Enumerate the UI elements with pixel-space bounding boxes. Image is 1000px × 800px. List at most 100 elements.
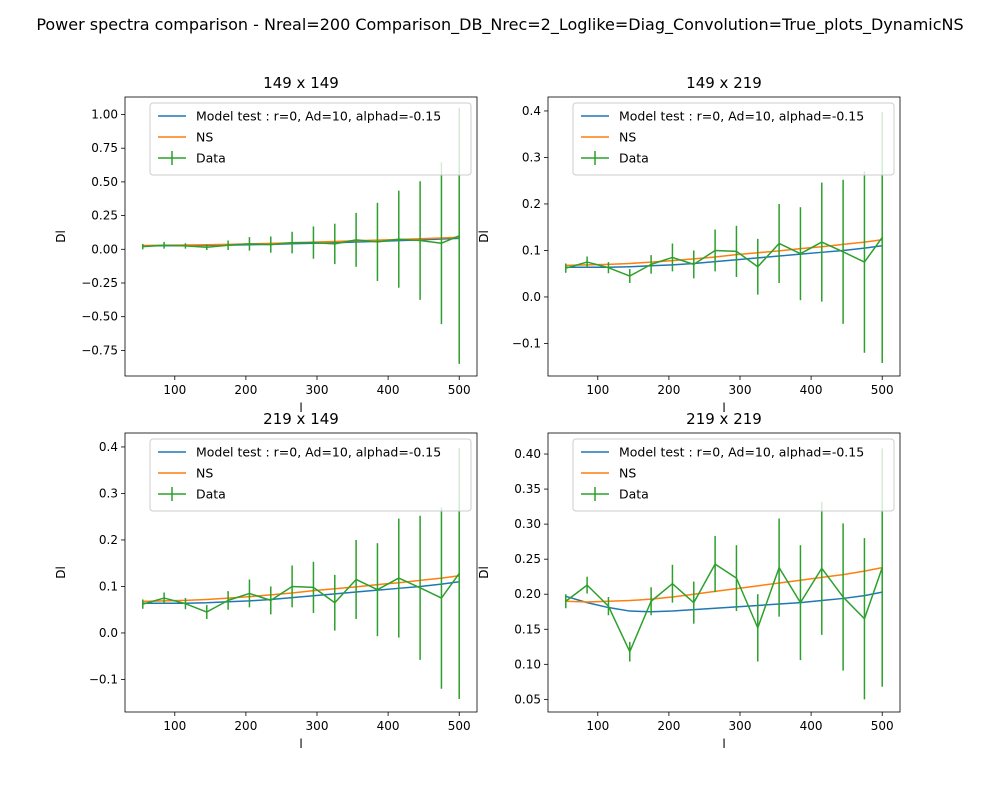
y-tick-label: −0.50 — [81, 310, 118, 324]
x-tick-label: 200 — [234, 719, 257, 733]
y-tick-label: 0.30 — [514, 517, 541, 531]
legend: Model test : r=0, Ad=10, alphad=-0.15 NS D… — [572, 102, 895, 176]
panel-title: 219 x 149 — [263, 410, 339, 428]
panel-title: 219 x 219 — [686, 410, 762, 428]
x-axis-label: l — [722, 737, 725, 751]
legend: Model test : r=0, Ad=10, alphad=-0.15 NS D… — [572, 438, 895, 512]
y-tick-label: 0.2 — [99, 533, 118, 547]
y-tick-label: 0.10 — [514, 657, 541, 671]
y-tick-label: 0.4 — [99, 440, 118, 454]
y-axis-label: Dl — [477, 566, 491, 579]
legend-label: Data — [619, 487, 649, 502]
legend-label: NS — [196, 466, 213, 481]
axes-frame — [547, 432, 901, 713]
x-tick-label: 100 — [586, 719, 609, 733]
legend-box — [149, 102, 472, 176]
axes-frame — [547, 96, 901, 377]
y-tick-label: 0.1 — [522, 243, 541, 257]
y-tick-label: 0.4 — [522, 104, 541, 118]
y-tick-label: 0.35 — [514, 482, 541, 496]
y-tick-label: 0.25 — [91, 209, 118, 223]
x-tick-label: 500 — [448, 719, 471, 733]
model-line — [142, 581, 460, 604]
legend-label: Model test : r=0, Ad=10, alphad=-0.15 — [196, 445, 441, 460]
panel-title: 149 x 219 — [686, 74, 762, 92]
axes-frame — [124, 96, 478, 377]
plot-area — [565, 111, 883, 363]
legend-box — [572, 438, 895, 512]
x-tick-label: 400 — [800, 719, 823, 733]
x-tick-label: 100 — [586, 383, 609, 397]
legend-label: Data — [196, 151, 226, 166]
y-tick-label: 0.05 — [514, 692, 541, 706]
y-tick-label: 0.3 — [522, 150, 541, 164]
x-tick-label: 100 — [163, 719, 186, 733]
y-axis-label: Dl — [54, 230, 68, 243]
panel-title: 149 x 149 — [263, 74, 339, 92]
y-tick-label: −0.1 — [512, 336, 541, 350]
ns-line — [142, 575, 460, 603]
y-tick-label: −0.25 — [81, 276, 118, 290]
axes-frame — [124, 432, 478, 713]
plot-area — [142, 107, 460, 364]
legend-label: NS — [619, 130, 636, 145]
x-tick-label: 300 — [729, 719, 752, 733]
x-tick-label: 200 — [657, 719, 680, 733]
model-line — [565, 245, 883, 268]
y-tick-label: 0.0 — [522, 290, 541, 304]
y-axis-label: Dl — [54, 566, 68, 579]
y-tick-label: 0.75 — [91, 141, 118, 155]
data-line — [565, 563, 883, 653]
x-axis-label: l — [299, 737, 302, 751]
panel-219x219: 219 x 219 100 200 300 400 500 0.05 0.10 0.15 0.20… — [477, 410, 901, 751]
model-line — [565, 591, 883, 613]
ns-line — [565, 566, 883, 603]
x-tick-label: 300 — [306, 383, 329, 397]
legend-label: Data — [619, 151, 649, 166]
legend-label: NS — [619, 466, 636, 481]
legend-box — [572, 102, 895, 176]
x-axis-label: l — [722, 401, 725, 415]
y-tick-label: 0.50 — [91, 175, 118, 189]
y-tick-label: 0.15 — [514, 622, 541, 636]
x-tick-label: 200 — [657, 383, 680, 397]
y-tick-label: −0.1 — [89, 672, 118, 686]
x-tick-label: 500 — [871, 383, 894, 397]
panel-149x219: 149 x 219 100 200 300 400 500 −0.1 0.0 0.1 0.2 0.3… — [477, 74, 901, 415]
y-tick-label: 0.3 — [99, 486, 118, 500]
y-tick-label: 0.2 — [522, 197, 541, 211]
x-tick-label: 400 — [377, 719, 400, 733]
data-line — [142, 235, 460, 249]
data-line — [142, 572, 460, 613]
x-tick-label: 200 — [234, 383, 257, 397]
ns-line — [565, 239, 883, 267]
y-tick-label: 0.1 — [99, 579, 118, 593]
figure-title: Power spectra comparison - Nreal=200 Com… — [36, 15, 963, 35]
panel-219x149: 219 x 149 100 200 300 400 500 −0.1 0.0 0.1 0.2 0.3… — [54, 410, 478, 751]
y-tick-label: 0.25 — [514, 552, 541, 566]
y-tick-label: −0.75 — [81, 343, 118, 357]
legend: Model test : r=0, Ad=10, alphad=-0.15 NS D… — [149, 102, 472, 176]
legend-label: Model test : r=0, Ad=10, alphad=-0.15 — [196, 109, 441, 124]
y-tick-label: 0.20 — [514, 587, 541, 601]
x-tick-label: 400 — [800, 383, 823, 397]
y-tick-label: 0.00 — [91, 242, 118, 256]
x-tick-label: 300 — [306, 719, 329, 733]
legend-label: Data — [196, 487, 226, 502]
x-tick-label: 400 — [377, 383, 400, 397]
y-tick-label: 0.40 — [514, 447, 541, 461]
y-tick-label: 1.00 — [91, 108, 118, 122]
x-tick-label: 500 — [871, 719, 894, 733]
data-line — [565, 236, 883, 277]
legend-box — [149, 438, 472, 512]
legend-label: Model test : r=0, Ad=10, alphad=-0.15 — [619, 109, 864, 124]
y-tick-label: 0.0 — [99, 626, 118, 640]
x-tick-label: 100 — [163, 383, 186, 397]
panel-149x149: 149 x 149 100 200 300 400 500 −0.75 −0.50 −0.25 0… — [54, 74, 478, 415]
legend: Model test : r=0, Ad=10, alphad=-0.15 NS D… — [149, 438, 472, 512]
legend-label: Model test : r=0, Ad=10, alphad=-0.15 — [619, 445, 864, 460]
legend-label: NS — [196, 130, 213, 145]
x-axis-label: l — [299, 401, 302, 415]
